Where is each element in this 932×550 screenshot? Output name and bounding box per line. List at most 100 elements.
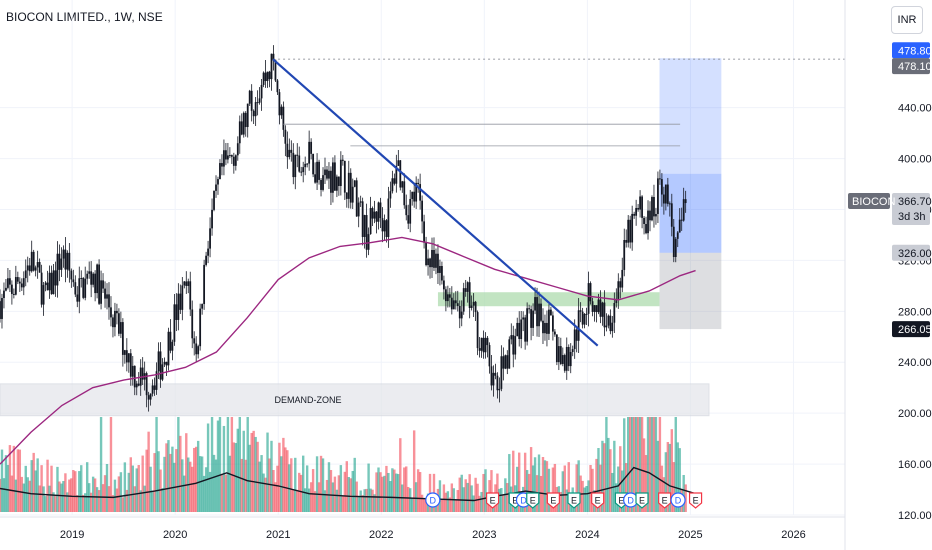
candle-body (185, 281, 188, 286)
candle-body (520, 319, 523, 340)
volume-bar (62, 481, 65, 512)
event-label: E (595, 496, 601, 506)
volume-bar (603, 443, 606, 512)
volume-bar (52, 492, 55, 512)
volume-bar (674, 417, 677, 512)
candle-body (264, 72, 267, 82)
candle-body (655, 213, 657, 217)
candle-body (213, 190, 215, 210)
volume-bar (294, 457, 297, 512)
event-label: D (627, 496, 634, 506)
volume-bar (438, 480, 442, 512)
candle-body (437, 253, 439, 273)
candle-body (647, 210, 649, 234)
volume-bar (416, 469, 420, 512)
candle-body (635, 207, 638, 216)
volume-bar (204, 467, 208, 512)
candle-body (335, 176, 338, 191)
candle-body (108, 294, 110, 308)
volume-bar (303, 488, 307, 512)
candle-body (411, 191, 414, 199)
candle-body (559, 346, 562, 364)
volume-bar (498, 488, 501, 512)
dividend-marker (425, 492, 441, 508)
symbol-tag-label: BIOCON (852, 196, 895, 208)
volume-bar (597, 448, 600, 512)
candle-body (0, 301, 1, 319)
candle-body (12, 293, 15, 295)
volume-bar (161, 488, 164, 512)
candle-body (5, 287, 7, 291)
x-tick-label: 2022 (369, 529, 393, 541)
volume-bar (93, 478, 97, 512)
candle-body (88, 271, 91, 274)
candle-body (345, 192, 348, 199)
price-tag (892, 192, 930, 225)
candle-body (193, 338, 196, 344)
volume-bar (363, 489, 366, 512)
volume-bar (391, 468, 394, 512)
volume-bar (123, 462, 127, 512)
candle-body (500, 356, 503, 389)
volume-bar (107, 486, 111, 512)
price-tag-label: 366.70 (898, 196, 932, 208)
event-label: E (550, 496, 556, 506)
candle-body (425, 242, 427, 266)
volume-bar (567, 462, 570, 512)
volume-bar (506, 483, 509, 512)
candle-body (332, 162, 334, 193)
candle-body (421, 200, 424, 222)
candle-body (248, 90, 251, 104)
volume-bar (145, 449, 148, 512)
candle-body (672, 226, 675, 258)
volume-bar (646, 417, 650, 512)
candle-body (575, 329, 578, 341)
candle-body (292, 152, 295, 178)
volume-bar (230, 417, 234, 512)
candle-body (238, 121, 241, 144)
volume-bar (410, 497, 414, 512)
candle-body (423, 221, 425, 243)
volume-bar (8, 445, 12, 512)
target-zone (659, 58, 722, 253)
volume-bar (309, 482, 313, 512)
volume-bar (500, 488, 503, 512)
candle-body (504, 355, 507, 369)
candle-body (599, 299, 602, 317)
candle-body (131, 365, 134, 377)
candle-body (446, 294, 449, 302)
candle-body (589, 283, 592, 302)
candle-body (167, 331, 170, 366)
x-tick-label: 2025 (678, 529, 702, 541)
volume-bar (46, 459, 49, 512)
volume-bar (440, 499, 444, 512)
candle-body (651, 197, 653, 221)
y-tick-label: 200.00 (898, 408, 932, 420)
currency-button[interactable]: INR (891, 6, 923, 34)
volume-bar (625, 463, 628, 512)
volume-bar (185, 433, 188, 512)
volume-bar (531, 465, 535, 512)
candle-body (427, 258, 429, 266)
volume-bar (103, 475, 107, 512)
volume-bar (135, 468, 138, 512)
candle-body (506, 355, 509, 369)
candle-body (145, 373, 148, 396)
volume-bar (387, 472, 390, 512)
candle-body (94, 273, 97, 294)
candle-body (603, 302, 606, 328)
candle-body (551, 315, 554, 332)
volume-bar (609, 449, 612, 512)
grid (0, 0, 845, 516)
candle-body (490, 366, 493, 386)
candle-body (514, 336, 517, 355)
volume-bar (163, 456, 166, 512)
candle-body (633, 213, 636, 216)
candle-body (34, 267, 37, 271)
candle-body (328, 170, 330, 179)
volume-bar (254, 436, 257, 512)
volume-bar (508, 454, 511, 512)
candle-body (116, 310, 118, 314)
candle-body (30, 251, 33, 272)
